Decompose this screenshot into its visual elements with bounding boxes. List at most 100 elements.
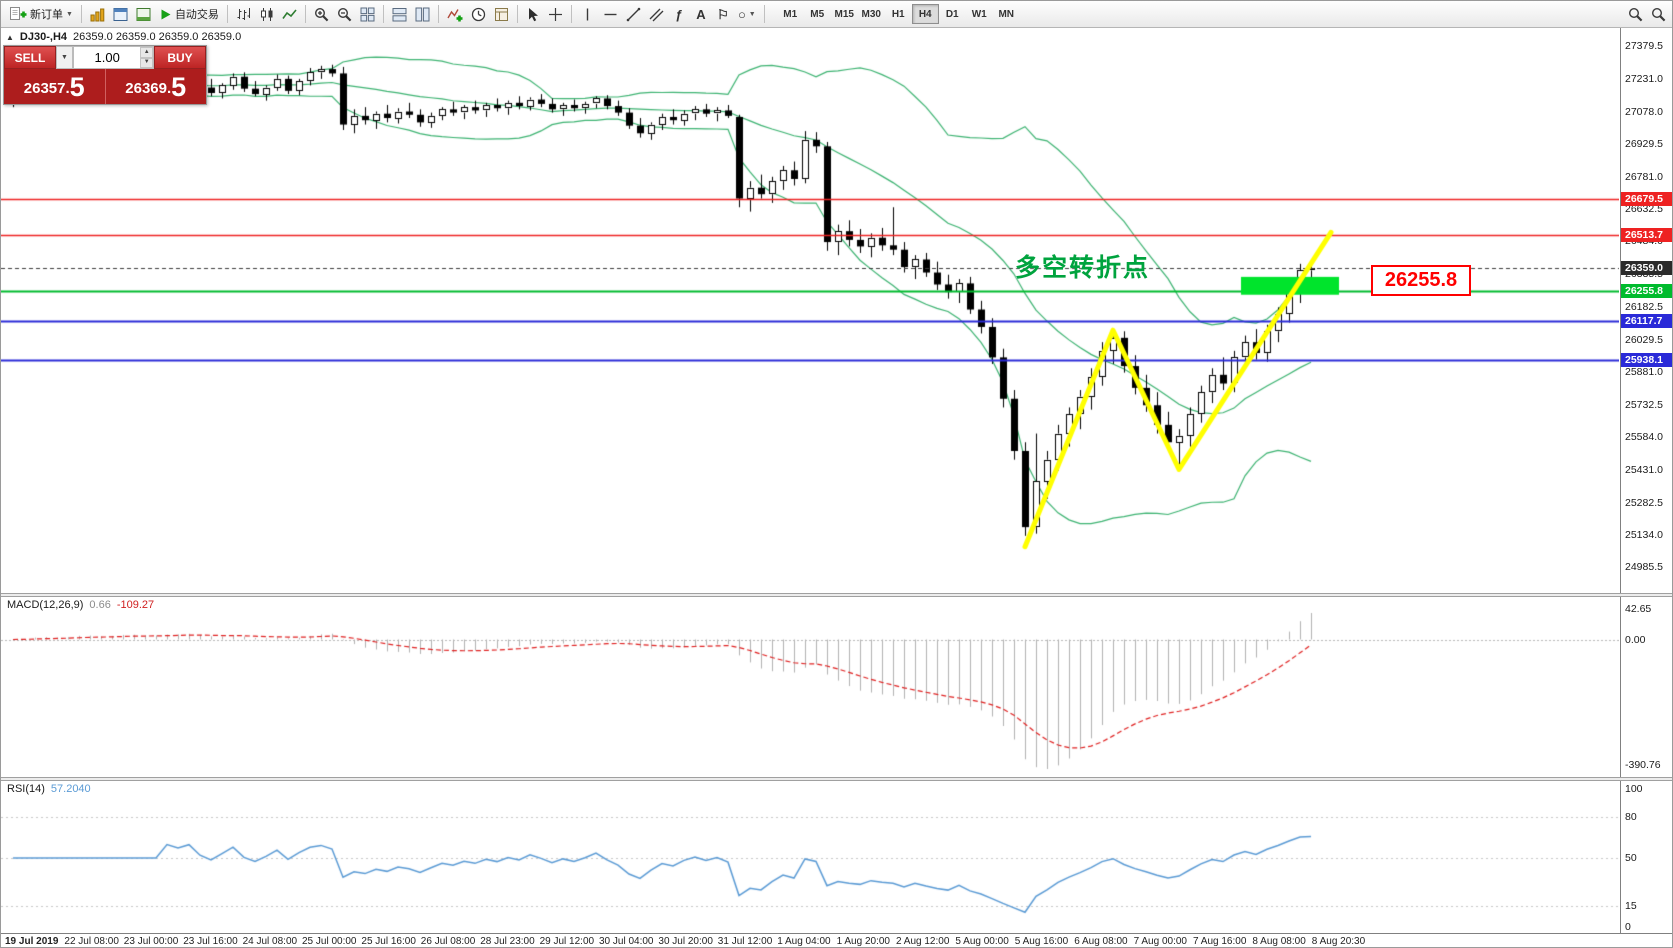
timeframe-d1-button[interactable]: D1 <box>939 4 966 24</box>
timeframe-m5-button[interactable]: M5 <box>804 4 831 24</box>
price-scale[interactable]: 27379.5 27231.0 27078.0 26929.5 26781.0 26632… <box>1620 28 1672 933</box>
cursor-icon <box>526 7 539 22</box>
line-chart-button[interactable] <box>278 3 301 25</box>
level-price-tag[interactable]: 25938.1 <box>1621 352 1672 367</box>
zoom-in-button[interactable] <box>310 3 333 25</box>
bar-chart-icon <box>236 7 251 22</box>
level-price-tag[interactable]: 26679.5 <box>1621 191 1672 206</box>
arrange-horizontal-button[interactable] <box>388 3 411 25</box>
current-price-tag[interactable]: 26359.0 <box>1621 261 1672 276</box>
volume-up-button[interactable]: ▲ <box>140 47 153 58</box>
arrange-vertical-icon <box>415 7 430 22</box>
toolbar-separator <box>570 5 572 23</box>
caret-down-icon: ▼ <box>66 10 73 18</box>
timeframe-h1-button[interactable]: H1 <box>885 4 912 24</box>
rsi-scale-label: 50 <box>1625 852 1637 864</box>
crosshair-button[interactable] <box>544 3 567 25</box>
timeframe-m30-button[interactable]: M30 <box>858 4 885 24</box>
price-tick-label: 24985.5 <box>1625 561 1663 574</box>
data-window-icon <box>113 7 128 22</box>
time-tick-label: 2 Aug 12:00 <box>896 936 950 947</box>
rsi-scale-label: 15 <box>1625 900 1637 913</box>
rsi-scale-label: 100 <box>1625 783 1643 795</box>
time-tick-label: 22 Jul 08:00 <box>64 936 119 947</box>
templates-button[interactable] <box>490 3 513 25</box>
fibonacci-button[interactable]: ƒ <box>668 3 690 25</box>
symbol-timeframe-label: DJ30-,H4 <box>19 31 67 43</box>
timeframe-m15-button[interactable]: M15 <box>831 4 858 24</box>
chart-area[interactable]: ▲ DJ30-,H4 26359.0 26359.0 26359.0 26359… <box>1 28 1619 593</box>
timeframe-mn-button[interactable]: MN <box>993 4 1020 24</box>
timeframe-w1-button[interactable]: W1 <box>966 4 993 24</box>
volume-down-button[interactable]: ▼ <box>140 57 153 68</box>
text-label-icon: ⚐ <box>717 6 729 22</box>
main-chart-canvas[interactable] <box>1 28 1619 593</box>
macd-canvas[interactable] <box>1 597 1619 777</box>
volume-input[interactable] <box>74 47 141 68</box>
timeframe-m1-button[interactable]: M1 <box>777 4 804 24</box>
shapes-button[interactable]: ○ ▼ <box>734 3 760 25</box>
level-price-tag[interactable]: 26255.8 <box>1621 283 1672 298</box>
new-order-icon <box>9 6 27 22</box>
panel-splitter[interactable] <box>1 777 1672 781</box>
shapes-icon: ○ <box>737 6 746 22</box>
autotrading-button[interactable]: 自动交易 <box>155 3 223 25</box>
time-tick-label: 5 Aug 16:00 <box>1014 936 1069 947</box>
time-tick-label: 30 Jul 04:00 <box>599 936 654 947</box>
price-tick-label: 26632.5 <box>1625 202 1663 215</box>
vertical-line-button[interactable] <box>576 3 599 25</box>
level-price-tag[interactable]: 26117.7 <box>1621 313 1672 328</box>
time-tick-label: 31 Jul 12:00 <box>717 936 773 947</box>
text-button[interactable]: A <box>690 3 712 25</box>
oneclick-collapse-icon[interactable]: ▲ <box>6 32 14 42</box>
zoom-out-icon <box>337 7 352 22</box>
cursor-button[interactable] <box>522 3 544 25</box>
time-tick-label: 25 Jul 16:00 <box>361 936 416 947</box>
price-tick-label: 25134.0 <box>1625 528 1663 541</box>
price-main-digits: 26357. <box>23 80 70 97</box>
autotrading-icon <box>159 8 172 21</box>
buy-button[interactable]: BUY <box>154 46 206 69</box>
toolbar-separator <box>763 5 765 23</box>
fibonacci-icon: ƒ <box>675 6 683 22</box>
order-type-dropdown[interactable]: ▼ <box>56 46 73 69</box>
market-watch-button[interactable] <box>86 3 109 25</box>
terminal-icon <box>136 7 151 22</box>
sell-price[interactable]: 26357. 5 <box>4 69 105 104</box>
zoom-out-button[interactable] <box>333 3 356 25</box>
equidistant-channel-button[interactable] <box>645 3 668 25</box>
arrange-vertical-button[interactable] <box>411 3 434 25</box>
rsi-panel: RSI(14) 57.2040 <box>1 781 1619 933</box>
search-button[interactable] <box>1624 3 1647 25</box>
macd-scale-label: 0.00 <box>1625 633 1646 646</box>
trendline-button[interactable] <box>622 3 645 25</box>
text-label-button[interactable]: ⚐ <box>712 3 734 25</box>
terminal-button[interactable] <box>132 3 155 25</box>
time-tick-label: 19 Jul 2019 <box>5 936 59 947</box>
timeframe-h4-button[interactable]: H4 <box>911 4 939 24</box>
time-tick-label: 8 Aug 20:30 <box>1311 936 1366 947</box>
tile-windows-button[interactable] <box>356 3 379 25</box>
time-scale[interactable]: 19 Jul 2019 22 Jul 08:00 23 Jul 00:00 23 Ju… <box>1 933 1672 947</box>
sell-button[interactable]: SELL <box>4 46 56 69</box>
ohlc-values: 26359.0 26359.0 26359.0 26359.0 <box>73 31 242 43</box>
indicators-button[interactable] <box>443 3 467 25</box>
rsi-canvas[interactable] <box>1 781 1619 933</box>
data-window-button[interactable] <box>109 3 132 25</box>
time-tick-label: 29 Jul 12:00 <box>539 936 595 947</box>
panel-splitter[interactable] <box>1 593 1672 597</box>
new-order-label: 新订单 <box>30 9 63 21</box>
price-tick-label: 26029.5 <box>1625 334 1663 347</box>
find-symbol-button[interactable] <box>1647 3 1670 25</box>
level-price-tag[interactable]: 26513.7 <box>1621 227 1672 242</box>
periods-icon <box>471 7 486 22</box>
candlestick-chart-button[interactable] <box>255 3 278 25</box>
templates-icon <box>494 7 509 22</box>
horizontal-line-button[interactable] <box>599 3 622 25</box>
periods-button[interactable] <box>467 3 490 25</box>
new-order-button[interactable]: 新订单 ▼ <box>5 3 77 25</box>
caret-up-icon: ▲ <box>143 48 150 55</box>
toolbar-separator <box>304 5 306 23</box>
bar-chart-button[interactable] <box>232 3 255 25</box>
buy-price[interactable]: 26369. 5 <box>104 69 207 104</box>
